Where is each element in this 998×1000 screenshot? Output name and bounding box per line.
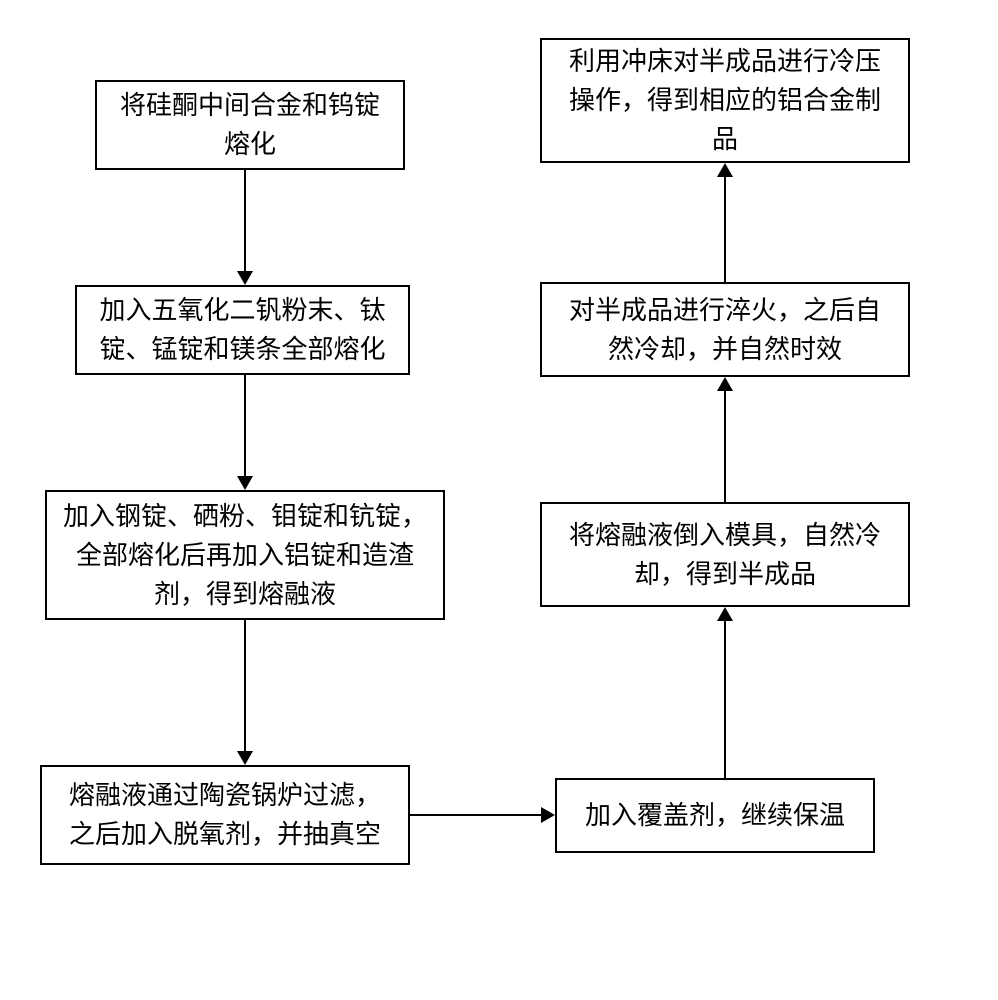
arrow-4-5-head (541, 807, 555, 823)
flowchart-step-4: 熔融液通过陶瓷锅炉过滤，之后加入脱氧剂，并抽真空 (40, 765, 410, 865)
step-7-text: 对半成品进行淬火，之后自然冷却，并自然时效 (569, 291, 881, 369)
step-4-text: 熔融液通过陶瓷锅炉过滤，之后加入脱氧剂，并抽真空 (69, 776, 381, 854)
arrow-3-4-head (237, 751, 253, 765)
flowchart-step-8: 利用冲床对半成品进行冷压操作，得到相应的铝合金制品 (540, 38, 910, 163)
step-8-text: 利用冲床对半成品进行冷压操作，得到相应的铝合金制品 (569, 42, 881, 159)
step-3-text: 加入钢锭、硒粉、钼锭和钪锭，全部熔化后再加入铝锭和造渣剂，得到熔融液 (63, 497, 427, 614)
arrow-6-7-line (724, 391, 726, 502)
arrow-1-2-head (237, 271, 253, 285)
flowchart-step-2: 加入五氧化二钒粉末、钛锭、锰锭和镁条全部熔化 (75, 285, 410, 375)
step-5-text: 加入覆盖剂，继续保温 (585, 796, 845, 835)
arrow-4-5-line (410, 814, 541, 816)
arrow-6-7-head (717, 377, 733, 391)
arrow-7-8-line (724, 177, 726, 282)
arrow-1-2-line (244, 170, 246, 271)
arrow-5-6-head (717, 607, 733, 621)
flowchart-step-5: 加入覆盖剂，继续保温 (555, 778, 875, 853)
step-2-text: 加入五氧化二钒粉末、钛锭、锰锭和镁条全部熔化 (99, 291, 385, 369)
flowchart-step-6: 将熔融液倒入模具，自然冷却，得到半成品 (540, 502, 910, 607)
flowchart-step-1: 将硅酮中间合金和钨锭熔化 (95, 80, 405, 170)
arrow-2-3-head (237, 476, 253, 490)
flowchart-step-7: 对半成品进行淬火，之后自然冷却，并自然时效 (540, 282, 910, 377)
arrow-7-8-head (717, 163, 733, 177)
step-1-text: 将硅酮中间合金和钨锭熔化 (120, 86, 380, 164)
flowchart-step-3: 加入钢锭、硒粉、钼锭和钪锭，全部熔化后再加入铝锭和造渣剂，得到熔融液 (45, 490, 445, 620)
step-6-text: 将熔融液倒入模具，自然冷却，得到半成品 (569, 516, 881, 594)
arrow-5-6-line (724, 621, 726, 778)
arrow-3-4-line (244, 620, 246, 751)
arrow-2-3-line (244, 375, 246, 476)
